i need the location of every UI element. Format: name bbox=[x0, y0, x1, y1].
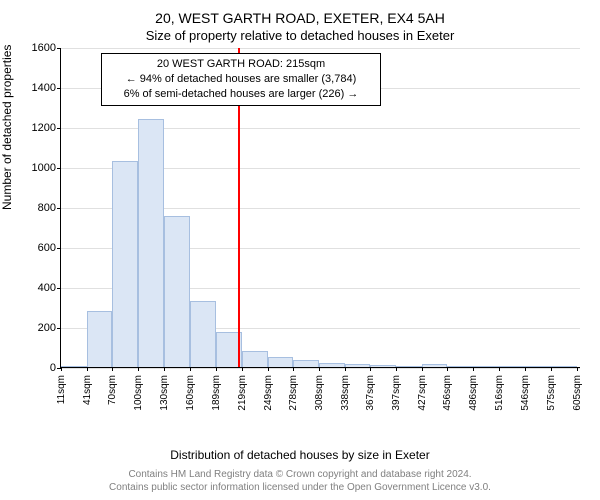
y-tick-mark bbox=[57, 248, 61, 249]
y-tick-label: 1600 bbox=[21, 42, 56, 54]
bar bbox=[396, 366, 422, 367]
y-tick-mark bbox=[57, 208, 61, 209]
x-tick-mark bbox=[422, 367, 423, 371]
y-tick-label: 0 bbox=[21, 362, 56, 374]
y-tick-mark bbox=[57, 128, 61, 129]
bar bbox=[447, 366, 473, 367]
x-tick-mark bbox=[242, 367, 243, 371]
bar bbox=[319, 363, 345, 367]
y-tick-label: 600 bbox=[21, 242, 56, 254]
chart-container: 20, WEST GARTH ROAD, EXETER, EX4 5AH Siz… bbox=[0, 0, 600, 500]
x-tick-mark bbox=[216, 367, 217, 371]
callout-line-2: ← 94% of detached houses are smaller (3,… bbox=[108, 72, 374, 87]
y-tick-mark bbox=[57, 288, 61, 289]
x-tick-mark bbox=[447, 367, 448, 371]
x-tick-mark bbox=[345, 367, 346, 371]
y-tick-label: 800 bbox=[21, 202, 56, 214]
title-block: 20, WEST GARTH ROAD, EXETER, EX4 5AH Siz… bbox=[10, 10, 590, 43]
plot-area: 20 WEST GARTH ROAD: 215sqm ← 94% of deta… bbox=[60, 48, 580, 368]
bar bbox=[525, 366, 550, 367]
y-tick-label: 200 bbox=[21, 322, 56, 334]
bar bbox=[499, 366, 525, 367]
callout-line-3: 6% of semi-detached houses are larger (2… bbox=[108, 87, 374, 102]
x-tick-mark bbox=[190, 367, 191, 371]
y-axis-label: Number of detached properties bbox=[0, 45, 14, 210]
x-tick-mark bbox=[164, 367, 165, 371]
bar bbox=[242, 351, 268, 367]
x-tick-mark bbox=[525, 367, 526, 371]
bar bbox=[293, 360, 319, 367]
y-tick-mark bbox=[57, 88, 61, 89]
x-tick-mark bbox=[293, 367, 294, 371]
x-tick-mark bbox=[396, 367, 397, 371]
y-tick-label: 400 bbox=[21, 282, 56, 294]
x-tick-mark bbox=[473, 367, 474, 371]
y-tick-label: 1400 bbox=[21, 82, 56, 94]
x-tick-mark bbox=[268, 367, 269, 371]
bar bbox=[551, 366, 577, 367]
x-axis-label: Distribution of detached houses by size … bbox=[0, 448, 600, 462]
bar bbox=[370, 365, 396, 367]
x-tick-mark bbox=[499, 367, 500, 371]
x-tick-mark bbox=[577, 367, 578, 371]
x-tick-mark bbox=[319, 367, 320, 371]
bar bbox=[190, 301, 215, 367]
bar bbox=[422, 364, 447, 367]
plot-wrap: 20 WEST GARTH ROAD: 215sqm ← 94% of deta… bbox=[60, 48, 582, 408]
bar bbox=[268, 357, 293, 367]
x-tick-mark bbox=[138, 367, 139, 371]
y-tick-mark bbox=[57, 328, 61, 329]
bar bbox=[138, 119, 164, 367]
bar bbox=[473, 366, 499, 367]
x-tick-mark bbox=[112, 367, 113, 371]
bar bbox=[164, 216, 190, 367]
bar bbox=[87, 311, 112, 367]
callout-box: 20 WEST GARTH ROAD: 215sqm ← 94% of deta… bbox=[101, 53, 381, 106]
y-tick-label: 1200 bbox=[21, 122, 56, 134]
bar bbox=[112, 161, 138, 367]
title-main: 20, WEST GARTH ROAD, EXETER, EX4 5AH bbox=[10, 10, 590, 26]
footer-line-2: Contains public sector information licen… bbox=[0, 481, 600, 494]
bar bbox=[61, 366, 87, 367]
footer-line-1: Contains HM Land Registry data © Crown c… bbox=[0, 468, 600, 481]
x-tick-mark bbox=[551, 367, 552, 371]
title-sub: Size of property relative to detached ho… bbox=[10, 28, 590, 43]
y-tick-label: 1000 bbox=[21, 162, 56, 174]
x-tick-mark bbox=[61, 367, 62, 371]
x-tick-mark bbox=[370, 367, 371, 371]
footer: Contains HM Land Registry data © Crown c… bbox=[0, 468, 600, 494]
y-tick-mark bbox=[57, 48, 61, 49]
bar bbox=[345, 364, 370, 367]
y-tick-mark bbox=[57, 168, 61, 169]
x-tick-mark bbox=[87, 367, 88, 371]
callout-line-1: 20 WEST GARTH ROAD: 215sqm bbox=[108, 57, 374, 72]
